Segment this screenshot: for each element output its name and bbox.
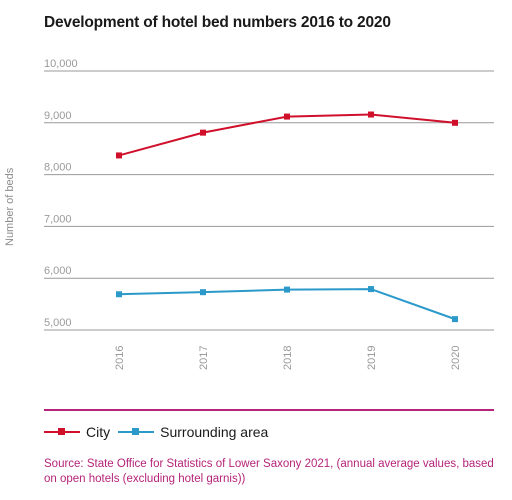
- data-point: [368, 111, 374, 118]
- series-line: [118, 288, 456, 321]
- y-tick-label: 7,000: [44, 213, 72, 225]
- y-tick-label: 8,000: [44, 162, 72, 174]
- legend-label-city: City: [86, 424, 111, 440]
- data-point: [452, 119, 458, 126]
- source-note: Source: State Office for Statistics of L…: [44, 458, 494, 485]
- x-tick-label: 2016: [114, 346, 126, 370]
- data-point: [284, 286, 290, 293]
- y-tick-label: 10,000: [44, 58, 78, 70]
- y-tick-label: 6,000: [44, 265, 72, 277]
- chart-title: Development of hotel bed numbers 2016 to…: [44, 14, 391, 31]
- data-point: [200, 289, 206, 296]
- x-tick-label: 2020: [450, 346, 462, 370]
- x-tick-label: 2018: [282, 346, 294, 370]
- data-point: [200, 129, 206, 136]
- data-point: [116, 152, 122, 159]
- y-tick-label: 5,000: [44, 317, 72, 329]
- legend-divider: [44, 409, 494, 411]
- series-line: [118, 113, 456, 157]
- legend-item-city: City: [44, 424, 110, 440]
- legend-label-surrounding: Surrounding area: [160, 424, 269, 440]
- line-chart: 10,000 9,000 8,000 7,000 6,000 5,000 2016 2017…: [44, 58, 494, 370]
- y-tick-label: 9,000: [44, 110, 72, 122]
- legend-item-surrounding: Surrounding area: [118, 424, 268, 440]
- legend: City Surrounding area: [44, 422, 276, 442]
- data-point: [284, 113, 290, 120]
- legend-swatch-surrounding: [118, 425, 155, 439]
- data-point: [452, 316, 458, 323]
- data-point: [116, 291, 122, 298]
- x-tick-label: 2017: [198, 346, 210, 370]
- y-axis-label: Number of beds: [4, 167, 16, 246]
- data-point: [368, 286, 374, 293]
- legend-swatch-city: [44, 425, 80, 439]
- x-tick-label: 2019: [366, 346, 378, 370]
